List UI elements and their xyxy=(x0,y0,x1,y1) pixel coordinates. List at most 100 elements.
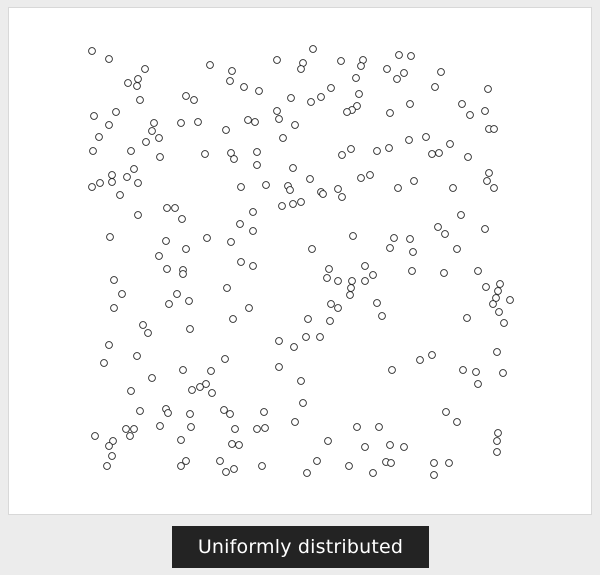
scatter-point xyxy=(222,126,230,134)
scatter-point xyxy=(148,127,156,135)
scatter-point xyxy=(249,227,257,235)
scatter-point xyxy=(187,423,195,431)
scatter-point xyxy=(327,300,335,308)
scatter-point xyxy=(297,65,305,73)
scatter-point xyxy=(109,437,117,445)
scatter-point xyxy=(369,469,377,477)
scatter-point xyxy=(334,304,342,312)
scatter-point xyxy=(278,202,286,210)
scatter-point xyxy=(457,211,465,219)
scatter-point xyxy=(141,65,149,73)
scatter-point xyxy=(103,462,111,470)
scatter-point xyxy=(378,312,386,320)
scatter-point xyxy=(410,177,418,185)
scatter-point xyxy=(442,408,450,416)
scatter-point xyxy=(366,171,374,179)
scatter-point xyxy=(261,424,269,432)
scatter-point xyxy=(112,108,120,116)
scatter-point xyxy=(327,84,335,92)
scatter-point xyxy=(494,287,502,295)
scatter-point xyxy=(361,277,369,285)
scatter-point xyxy=(237,258,245,266)
scatter-point xyxy=(201,150,209,158)
scatter-point xyxy=(506,296,514,304)
scatter-point xyxy=(108,452,116,460)
scatter-point xyxy=(306,175,314,183)
scatter-point xyxy=(303,469,311,477)
scatter-point xyxy=(127,387,135,395)
scatter-point xyxy=(186,410,194,418)
scatter-point xyxy=(134,179,142,187)
scatter-point xyxy=(105,442,113,450)
scatter-point xyxy=(386,109,394,117)
scatter-point xyxy=(230,465,238,473)
scatter-plot xyxy=(88,45,514,479)
scatter-point xyxy=(286,186,294,194)
scatter-point xyxy=(177,119,185,127)
scatter-point xyxy=(207,367,215,375)
scatter-point xyxy=(409,248,417,256)
scatter-point xyxy=(482,283,490,291)
scatter-point xyxy=(440,269,448,277)
scatter-point xyxy=(105,121,113,129)
scatter-point xyxy=(106,233,114,241)
scatter-point xyxy=(324,437,332,445)
scatter-point xyxy=(186,325,194,333)
scatter-point xyxy=(485,169,493,177)
scatter-point xyxy=(357,62,365,70)
scatter-point xyxy=(375,423,383,431)
scatter-point xyxy=(134,211,142,219)
scatter-point xyxy=(156,422,164,430)
scatter-point xyxy=(347,145,355,153)
scatter-point xyxy=(130,165,138,173)
scatter-point xyxy=(496,280,504,288)
scatter-point xyxy=(173,290,181,298)
scatter-point xyxy=(188,386,196,394)
scatter-point xyxy=(275,363,283,371)
scatter-point xyxy=(297,198,305,206)
scatter-point xyxy=(408,267,416,275)
scatter-point xyxy=(230,155,238,163)
scatter-point xyxy=(297,377,305,385)
scatter-point xyxy=(466,111,474,119)
scatter-point xyxy=(216,457,224,465)
scatter-point xyxy=(474,267,482,275)
scatter-point xyxy=(235,441,243,449)
scatter-point xyxy=(185,297,193,305)
scatter-point xyxy=(162,237,170,245)
scatter-point xyxy=(463,314,471,322)
scatter-point xyxy=(253,425,261,433)
scatter-point xyxy=(304,315,312,323)
scatter-point xyxy=(253,148,261,156)
scatter-point xyxy=(481,107,489,115)
scatter-point xyxy=(369,271,377,279)
scatter-point xyxy=(155,252,163,260)
scatter-point xyxy=(127,147,135,155)
scatter-point xyxy=(91,432,99,440)
scatter-point xyxy=(453,245,461,253)
scatter-point xyxy=(353,423,361,431)
scatter-point xyxy=(459,366,467,374)
scatter-point xyxy=(178,215,186,223)
scatter-point xyxy=(289,164,297,172)
diagram-panel xyxy=(8,7,592,515)
scatter-point xyxy=(177,462,185,470)
scatter-point xyxy=(96,179,104,187)
scatter-point xyxy=(220,406,228,414)
scatter-point xyxy=(236,220,244,228)
scatter-point xyxy=(88,47,96,55)
scatter-point xyxy=(105,341,113,349)
scatter-point xyxy=(155,134,163,142)
scatter-point xyxy=(325,265,333,273)
scatter-point xyxy=(431,83,439,91)
scatter-point xyxy=(133,352,141,360)
scatter-point xyxy=(253,161,261,169)
scatter-point xyxy=(226,77,234,85)
scatter-point xyxy=(227,149,235,157)
scatter-point xyxy=(385,144,393,152)
scatter-point xyxy=(323,274,331,282)
scatter-point xyxy=(136,407,144,415)
scatter-point xyxy=(110,304,118,312)
scatter-point xyxy=(481,225,489,233)
scatter-point xyxy=(316,333,324,341)
